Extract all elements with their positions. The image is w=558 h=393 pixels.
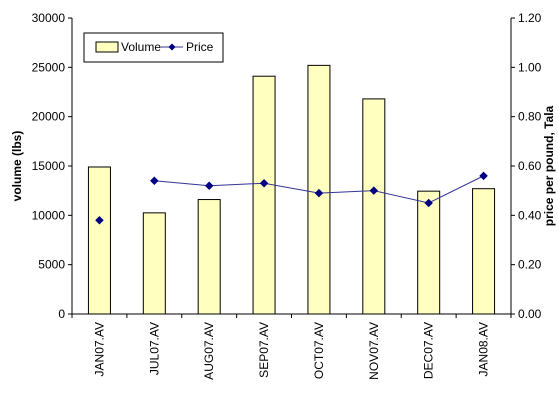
- category-label: JAN07.AV: [92, 322, 106, 376]
- category-label: AUG07.AV: [202, 322, 216, 380]
- volume-bar: [87, 166, 111, 315]
- axis-ticks: 0 5000 10000 15000 20000 25000 30000 0.00 0.20 0.…: [32, 11, 542, 321]
- volume-bars: [87, 64, 496, 315]
- y2-tick-label: 0.60: [518, 159, 542, 173]
- legend-price-label: Price: [186, 40, 214, 54]
- legend-volume-label: Volume: [121, 40, 161, 54]
- legend-price-marker: [168, 43, 176, 51]
- category-label: SEP07.AV: [257, 322, 271, 378]
- y2-tick-label: 0.20: [518, 258, 542, 272]
- y-tick-label: 5000: [38, 258, 65, 272]
- y2-tick-label: 1.00: [518, 60, 542, 74]
- category-labels: JAN07.AV JUL07.AV AUG07.AV SEP07.AV OCT07.AV…: [92, 322, 490, 380]
- category-label: DEC07.AV: [422, 322, 436, 379]
- y-tick-label: 0: [58, 307, 65, 321]
- y-tick-label: 10000: [32, 208, 66, 222]
- y-tick-label: 30000: [32, 11, 66, 25]
- y2-tick-label: 0.00: [518, 307, 542, 321]
- y-tick-label: 20000: [32, 110, 66, 124]
- y2-axis-title: price per pound, Tala: [542, 105, 556, 226]
- y-tick-label: 25000: [32, 60, 66, 74]
- price-marker: [95, 216, 104, 225]
- category-label: JAN08.AV: [477, 322, 491, 376]
- volume-bar: [362, 98, 386, 315]
- legend-volume-swatch: [95, 41, 119, 53]
- price-marker: [314, 188, 324, 198]
- price-marker: [204, 181, 214, 190]
- y2-tick-label: 0.80: [518, 110, 542, 124]
- price-marker: [150, 176, 159, 186]
- price-marker: [259, 179, 269, 188]
- category-label: JUL07.AV: [147, 322, 161, 375]
- price-line: [95, 171, 488, 225]
- y-axis-title: volume (lbs): [10, 131, 24, 202]
- volume-bar: [417, 190, 441, 315]
- y-tick-label: 15000: [32, 159, 66, 173]
- price-marker: [424, 198, 433, 208]
- price-marker: [479, 171, 488, 181]
- price-marker: [369, 186, 379, 195]
- volume-bar: [472, 188, 496, 315]
- legend: Volume Price: [83, 32, 224, 63]
- volume-bar: [197, 199, 221, 315]
- category-label: OCT07.AV: [312, 322, 326, 379]
- volume-bar: [142, 212, 166, 315]
- y2-tick-label: 1.20: [518, 11, 542, 25]
- y2-tick-label: 0.40: [518, 208, 542, 222]
- category-label: NOV07.AV: [367, 322, 381, 380]
- volume-bar: [252, 75, 276, 315]
